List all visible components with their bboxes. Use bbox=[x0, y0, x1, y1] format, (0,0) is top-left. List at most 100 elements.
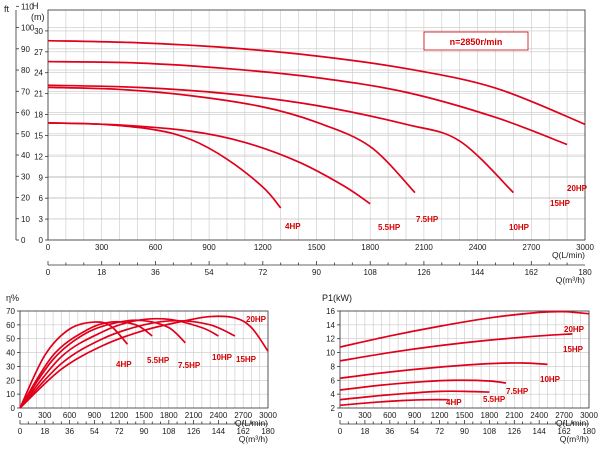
y-tick-label: 70 bbox=[6, 307, 15, 316]
x2-tick-label: 0 bbox=[338, 427, 343, 436]
x2-tick-label: 54 bbox=[205, 268, 214, 277]
series-line-4HP bbox=[339, 398, 448, 407]
x-tick-label: 0 bbox=[338, 411, 343, 420]
x-tick-label: 1800 bbox=[481, 411, 499, 420]
x2-tick-label: 72 bbox=[115, 427, 124, 436]
x-tick-label: 2700 bbox=[555, 411, 573, 420]
series-line-15HP bbox=[339, 333, 573, 362]
series-line-7-5HP bbox=[47, 86, 416, 194]
x-tick-label: 1500 bbox=[135, 411, 153, 420]
chart-power: 0 300 600 900 1200 1500 1800 2100 2400 2700 300024… bbox=[322, 293, 598, 444]
x-tick-label: 3000 bbox=[580, 411, 598, 420]
x2-tick-label: 72 bbox=[435, 427, 444, 436]
x2-tick-label: 72 bbox=[258, 268, 267, 277]
y-tick-label: 3 bbox=[39, 215, 44, 224]
x-tick-label: 900 bbox=[408, 411, 422, 420]
x-tick-label: 2100 bbox=[505, 411, 523, 420]
x-tick-label: 300 bbox=[95, 243, 109, 252]
x2-tick-label: 36 bbox=[385, 427, 394, 436]
x2-tick-label: 162 bbox=[237, 427, 251, 436]
ft-tick-label: 100 bbox=[21, 24, 35, 33]
series-label-10HP: 10HP bbox=[540, 375, 561, 384]
x-tick-label: 1200 bbox=[254, 243, 272, 252]
x-tick-label: 600 bbox=[149, 243, 163, 252]
y-tick-label: 30 bbox=[34, 27, 43, 36]
series-label-20HP: 20HP bbox=[564, 325, 585, 334]
series-line-20HP bbox=[19, 315, 269, 409]
x2-tick-label: 18 bbox=[40, 427, 49, 436]
y-tick-label: 9 bbox=[39, 173, 44, 182]
x-tick-label: 900 bbox=[88, 411, 102, 420]
x2-tick-label: 126 bbox=[417, 268, 431, 277]
y-tick-label: 12 bbox=[326, 335, 335, 344]
y-tick-label: 10 bbox=[6, 390, 15, 399]
ft-tick-label: 50 bbox=[21, 130, 30, 139]
series-label-15HP: 15HP bbox=[563, 345, 584, 354]
y-tick-label: 10 bbox=[326, 349, 335, 358]
series-label-10HP: 10HP bbox=[212, 353, 233, 362]
ft-tick-label: 10 bbox=[21, 215, 30, 224]
x2-tick-label: 18 bbox=[360, 427, 369, 436]
ft-axis-label: ft bbox=[4, 4, 10, 14]
x-tick-label: 3000 bbox=[259, 411, 277, 420]
x2-tick-label: 36 bbox=[151, 268, 160, 277]
x-tick-label: 2400 bbox=[210, 411, 228, 420]
x2-axis-label: Q(m³/h) bbox=[560, 434, 589, 444]
x-tick-label: 600 bbox=[63, 411, 77, 420]
series-label-4HP: 4HP bbox=[285, 222, 301, 231]
x-tick-label: 2700 bbox=[522, 243, 540, 252]
x-tick-label: 2100 bbox=[415, 243, 433, 252]
series-label-4HP: 4HP bbox=[446, 398, 462, 407]
x-tick-label: 300 bbox=[358, 411, 372, 420]
y-tick-label: 16 bbox=[326, 307, 335, 316]
y-axis-label: H bbox=[32, 1, 39, 11]
ft-tick-label: 80 bbox=[21, 66, 30, 75]
ft-tick-label: 70 bbox=[21, 87, 30, 96]
x2-tick-label: 0 bbox=[46, 268, 51, 277]
y-tick-label: 0 bbox=[39, 236, 44, 245]
x2-tick-label: 54 bbox=[90, 427, 99, 436]
x2-tick-label: 162 bbox=[525, 268, 539, 277]
series-line-15HP bbox=[47, 60, 568, 146]
x-tick-label: 1800 bbox=[160, 411, 178, 420]
x2-tick-label: 144 bbox=[471, 268, 485, 277]
x2-tick-label: 126 bbox=[187, 427, 201, 436]
x2-tick-label: 108 bbox=[162, 427, 176, 436]
x-tick-label: 3000 bbox=[576, 243, 594, 252]
series-line-10HP bbox=[47, 84, 514, 194]
x2-tick-label: 180 bbox=[578, 268, 592, 277]
y-tick-label: 27 bbox=[34, 48, 43, 57]
y-axis-unit: (m) bbox=[31, 12, 45, 22]
ft-tick-label: 0 bbox=[21, 236, 26, 245]
series-label-20HP: 20HP bbox=[567, 184, 588, 193]
x-tick-label: 1200 bbox=[431, 411, 449, 420]
plot-frame-efficiency bbox=[19, 310, 269, 409]
x-tick-label: 300 bbox=[38, 411, 52, 420]
y-tick-label: 30 bbox=[6, 362, 15, 371]
plot-frame-head bbox=[47, 9, 586, 241]
x2-tick-label: 18 bbox=[97, 268, 106, 277]
series-label-5-5HP: 5.5HP bbox=[378, 223, 401, 232]
x-tick-label: 1500 bbox=[456, 411, 474, 420]
x2-tick-label: 144 bbox=[533, 427, 547, 436]
x2-tick-label: 0 bbox=[18, 427, 23, 436]
chart-efficiency: 0 300 600 900 1200 1500 1800 2100 2400 2700 300001… bbox=[6, 293, 277, 444]
y-tick-label: 50 bbox=[6, 335, 15, 344]
x2-tick-label: 162 bbox=[557, 427, 571, 436]
series-label-4HP: 4HP bbox=[116, 360, 132, 369]
series-line-7-5HP bbox=[19, 319, 186, 409]
x2-tick-label: 108 bbox=[364, 268, 378, 277]
y-tick-label: 21 bbox=[34, 90, 43, 99]
y-tick-label: 14 bbox=[326, 321, 335, 330]
y-tick-label: 40 bbox=[6, 349, 15, 358]
grid-power bbox=[339, 310, 590, 409]
series-line-5-5HP bbox=[339, 390, 490, 401]
x2-tick-label: 108 bbox=[483, 427, 497, 436]
y-axis-label: η% bbox=[6, 293, 19, 303]
x2-axis-label: Q(m³/h) bbox=[556, 275, 585, 285]
series-line-20HP bbox=[339, 310, 590, 348]
x-tick-label: 2700 bbox=[234, 411, 252, 420]
x-tick-label: 600 bbox=[383, 411, 397, 420]
x-tick-label: 1200 bbox=[110, 411, 128, 420]
